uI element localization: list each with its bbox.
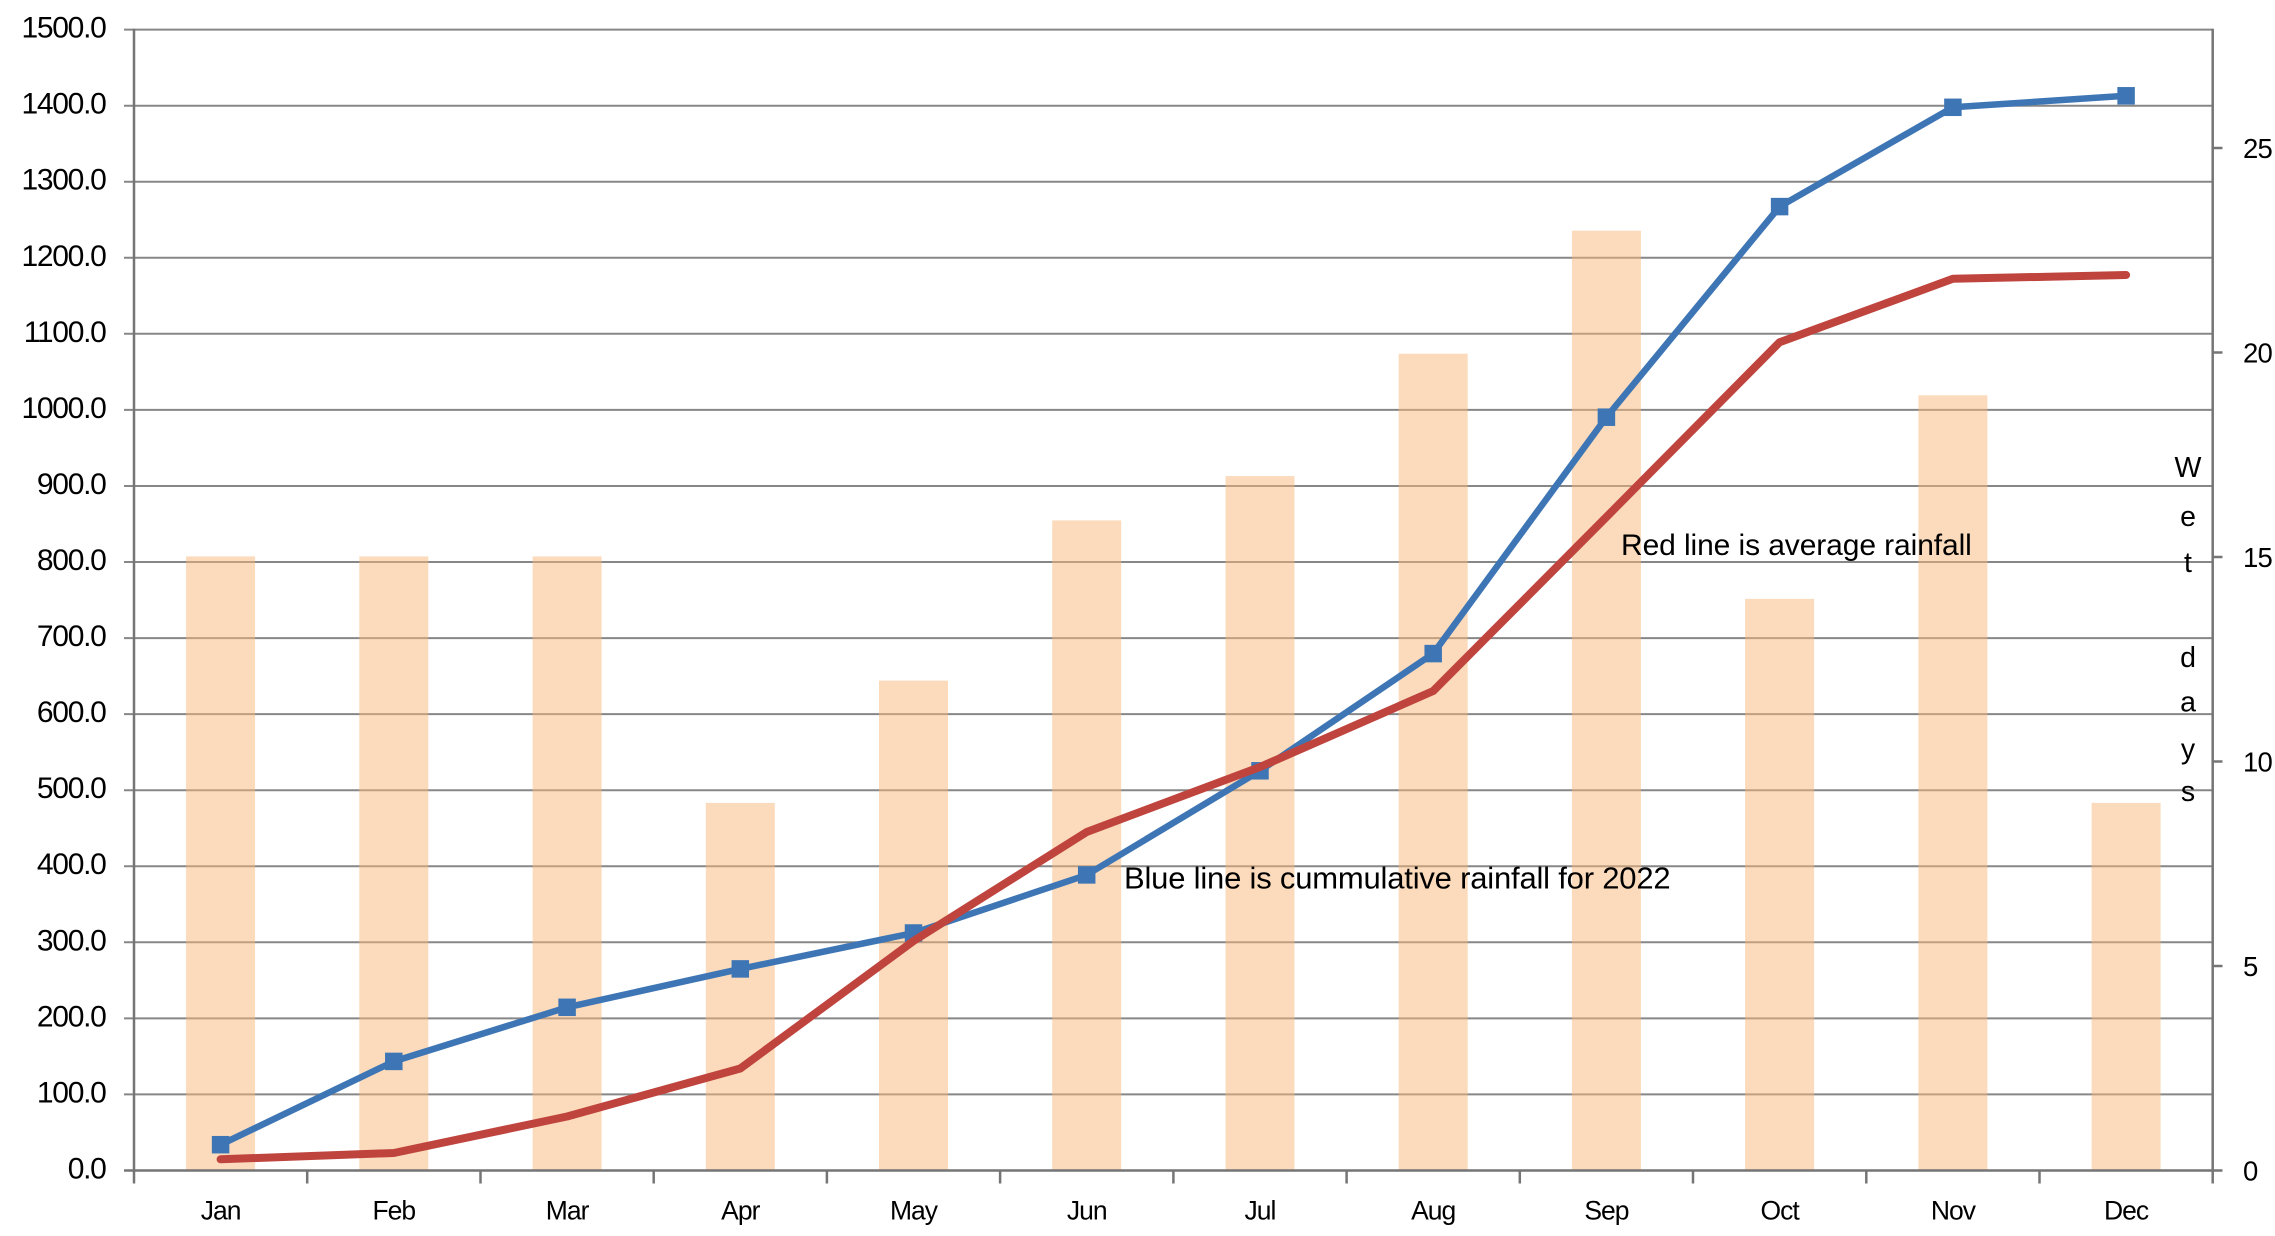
svg-text:10: 10 [2243, 747, 2272, 778]
svg-text:Mar: Mar [546, 1196, 590, 1226]
svg-text:200.0: 200.0 [37, 1000, 106, 1033]
svg-text:Nov: Nov [1931, 1196, 1977, 1226]
svg-text:1300.0: 1300.0 [22, 164, 107, 197]
svg-text:100.0: 100.0 [37, 1076, 106, 1109]
svg-text:1000.0: 1000.0 [22, 392, 107, 425]
svg-text:500.0: 500.0 [37, 772, 106, 805]
svg-text:400.0: 400.0 [37, 848, 106, 881]
svg-text:Blue line is cummulative rainf: Blue line is cummulative rainfall for 20… [1124, 861, 1670, 896]
svg-text:Oct: Oct [1760, 1196, 1800, 1226]
svg-text:600.0: 600.0 [37, 696, 106, 729]
svg-text:800.0: 800.0 [37, 544, 106, 577]
svg-text:y: y [2181, 733, 2196, 765]
svg-text:a: a [2180, 687, 2196, 719]
svg-text:d: d [2180, 642, 2196, 674]
svg-text:5: 5 [2243, 951, 2258, 982]
svg-text:1400.0: 1400.0 [22, 88, 107, 121]
svg-text:Jul: Jul [1245, 1196, 1276, 1226]
svg-text:s: s [2181, 776, 2195, 808]
svg-text:25: 25 [2243, 133, 2272, 164]
svg-text:Sep: Sep [1584, 1196, 1628, 1226]
svg-text:20: 20 [2243, 338, 2272, 369]
svg-text:300.0: 300.0 [37, 924, 106, 957]
svg-text:1200.0: 1200.0 [22, 240, 107, 273]
svg-text:15: 15 [2243, 542, 2272, 573]
svg-text:Jan: Jan [201, 1196, 241, 1226]
svg-text:Apr: Apr [721, 1196, 760, 1226]
svg-text:0: 0 [2243, 1156, 2258, 1187]
svg-text:W: W [2175, 452, 2202, 484]
svg-text:1500.0: 1500.0 [22, 12, 107, 45]
svg-text:900.0: 900.0 [37, 468, 106, 501]
svg-text:Feb: Feb [372, 1196, 415, 1226]
svg-text:Jun: Jun [1067, 1196, 1107, 1226]
svg-text:700.0: 700.0 [37, 620, 106, 653]
svg-text:May: May [890, 1196, 939, 1226]
svg-text:Red line is average rainfall: Red line is average rainfall [1621, 529, 1972, 562]
svg-text:1100.0: 1100.0 [24, 316, 106, 349]
svg-text:e: e [2180, 501, 2196, 533]
svg-text:0.0: 0.0 [68, 1153, 106, 1186]
svg-text:Dec: Dec [2104, 1196, 2149, 1226]
svg-text:t: t [2184, 547, 2192, 579]
svg-text:Aug: Aug [1411, 1196, 1455, 1226]
